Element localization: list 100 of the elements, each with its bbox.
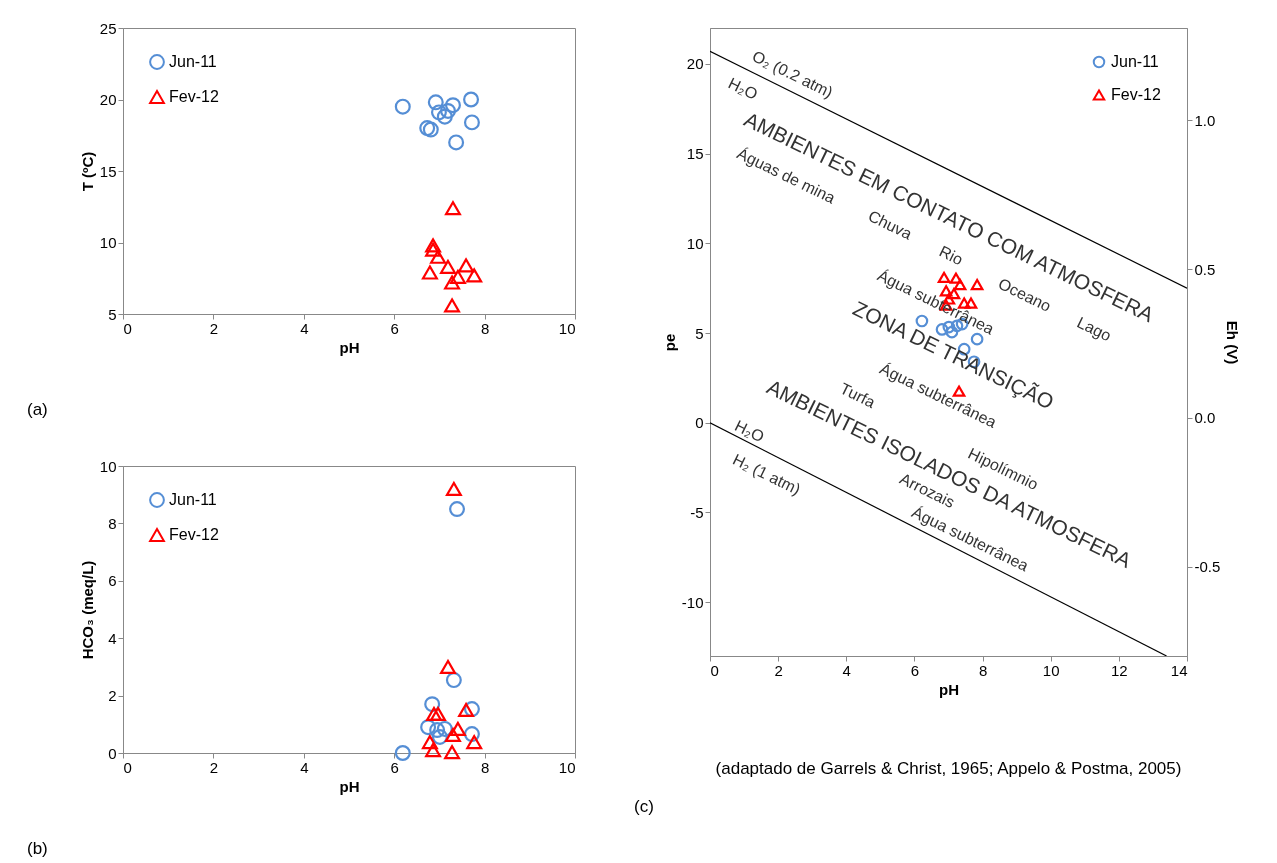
y2-tick-label: 1.0	[1194, 111, 1216, 129]
x-tick-label: 0	[123, 319, 132, 337]
x-tick-label: 0	[710, 661, 719, 679]
point	[949, 272, 963, 284]
y-tick-label: 5	[108, 305, 117, 323]
y-tick-label: 15	[686, 145, 704, 163]
y-axis-title: pe	[660, 333, 678, 352]
y-tick-label: 2	[108, 687, 117, 705]
y2-tick-label: -0.5	[1194, 558, 1221, 576]
point	[444, 97, 461, 114]
point	[431, 728, 448, 745]
point	[421, 265, 438, 280]
annotation: H₂ (1 atm)	[730, 450, 804, 498]
point	[427, 94, 444, 111]
legend-label: Jun-11	[169, 491, 217, 508]
point	[448, 134, 465, 151]
point	[444, 201, 461, 216]
point	[463, 726, 480, 743]
point	[449, 269, 466, 284]
point	[458, 702, 475, 718]
point	[430, 706, 447, 722]
point	[463, 91, 480, 108]
point	[424, 696, 441, 713]
y-tick-label: 20	[686, 55, 704, 73]
point	[466, 735, 483, 750]
x-tick-label: 12	[1111, 661, 1128, 679]
x-tick-label: 10	[558, 319, 576, 337]
point	[463, 114, 480, 131]
y-tick-label: 15	[99, 162, 117, 180]
x-tick-label: 4	[300, 319, 309, 337]
x-tick-label: 4	[842, 661, 851, 679]
point	[430, 249, 447, 264]
point	[444, 745, 461, 760]
point	[449, 501, 466, 518]
text: (b)	[27, 839, 48, 858]
annotation: H₂O	[732, 417, 767, 446]
x-axis-title: pH	[339, 338, 360, 356]
point	[953, 278, 967, 291]
x-tick-label: 2	[209, 758, 219, 776]
y-tick-label: 10	[686, 234, 704, 252]
annotation: H₂O	[725, 74, 761, 103]
point	[420, 719, 437, 736]
x-tick-label: 10	[558, 758, 576, 776]
point	[394, 98, 411, 115]
y-tick-label: -5	[690, 503, 704, 521]
y-tick-label: 10	[99, 457, 117, 475]
x-tick-label: 8	[480, 319, 490, 337]
point	[425, 743, 442, 758]
y-tick-label: -10	[681, 593, 704, 611]
legend-label: Fev-12	[169, 526, 219, 543]
x-tick-label: 14	[1170, 661, 1188, 679]
text: (a)	[27, 400, 48, 419]
point	[440, 659, 456, 674]
y2-tick-label: 0.5	[1194, 260, 1216, 278]
y-tick-label: 0	[108, 744, 117, 762]
x-tick-label: 2	[774, 661, 783, 679]
x-tick-label: 2	[209, 319, 219, 337]
x-tick-label: 8	[978, 661, 988, 679]
point	[463, 701, 480, 718]
y-tick-label: 5	[695, 324, 704, 342]
y-tick-label: 0	[695, 414, 704, 432]
x-tick-label: 8	[480, 758, 490, 776]
y-axis-title: HCO₃ (meq/L)	[78, 560, 96, 660]
x-tick-label: 10	[1042, 661, 1060, 679]
point	[449, 721, 466, 736]
text: (adaptado de Garrels & Christ, 1965; Appelo & Postma, 2005)	[715, 759, 1182, 778]
legend-label: Jun-11	[169, 53, 217, 70]
point	[429, 722, 446, 739]
y2-axis-title: Eh (V)	[1224, 320, 1242, 365]
text: (c)	[634, 797, 654, 816]
x-tick-label: 6	[910, 661, 920, 679]
legend-label: Jun-11	[1111, 53, 1159, 70]
point	[444, 727, 461, 742]
legend-label: Fev-12	[1111, 86, 1161, 103]
x-axis-title: pH	[339, 777, 360, 795]
point	[445, 481, 462, 497]
point	[436, 720, 453, 737]
y-tick-label: 8	[108, 514, 117, 532]
point	[444, 298, 461, 313]
x-tick-label: 6	[390, 758, 399, 776]
y2-tick-label: 0.0	[1194, 409, 1216, 427]
x-tick-label: 0	[123, 758, 132, 776]
point	[445, 672, 462, 689]
point	[466, 268, 483, 283]
point	[440, 259, 456, 274]
point	[440, 102, 456, 119]
x-tick-label: 6	[390, 319, 399, 337]
y-axis-title: T (ºC)	[78, 151, 96, 192]
point	[425, 238, 442, 253]
point	[436, 108, 453, 125]
y-tick-label: 6	[108, 572, 117, 590]
x-tick-label: 4	[300, 758, 309, 776]
legend-label: Fev-12	[169, 88, 219, 105]
point	[444, 275, 461, 290]
y-tick-label: 20	[99, 91, 117, 108]
point	[425, 242, 442, 257]
y-tick-label: 25	[99, 19, 117, 37]
point	[970, 278, 984, 291]
point	[421, 735, 438, 750]
y-tick-label: 10	[99, 234, 117, 251]
